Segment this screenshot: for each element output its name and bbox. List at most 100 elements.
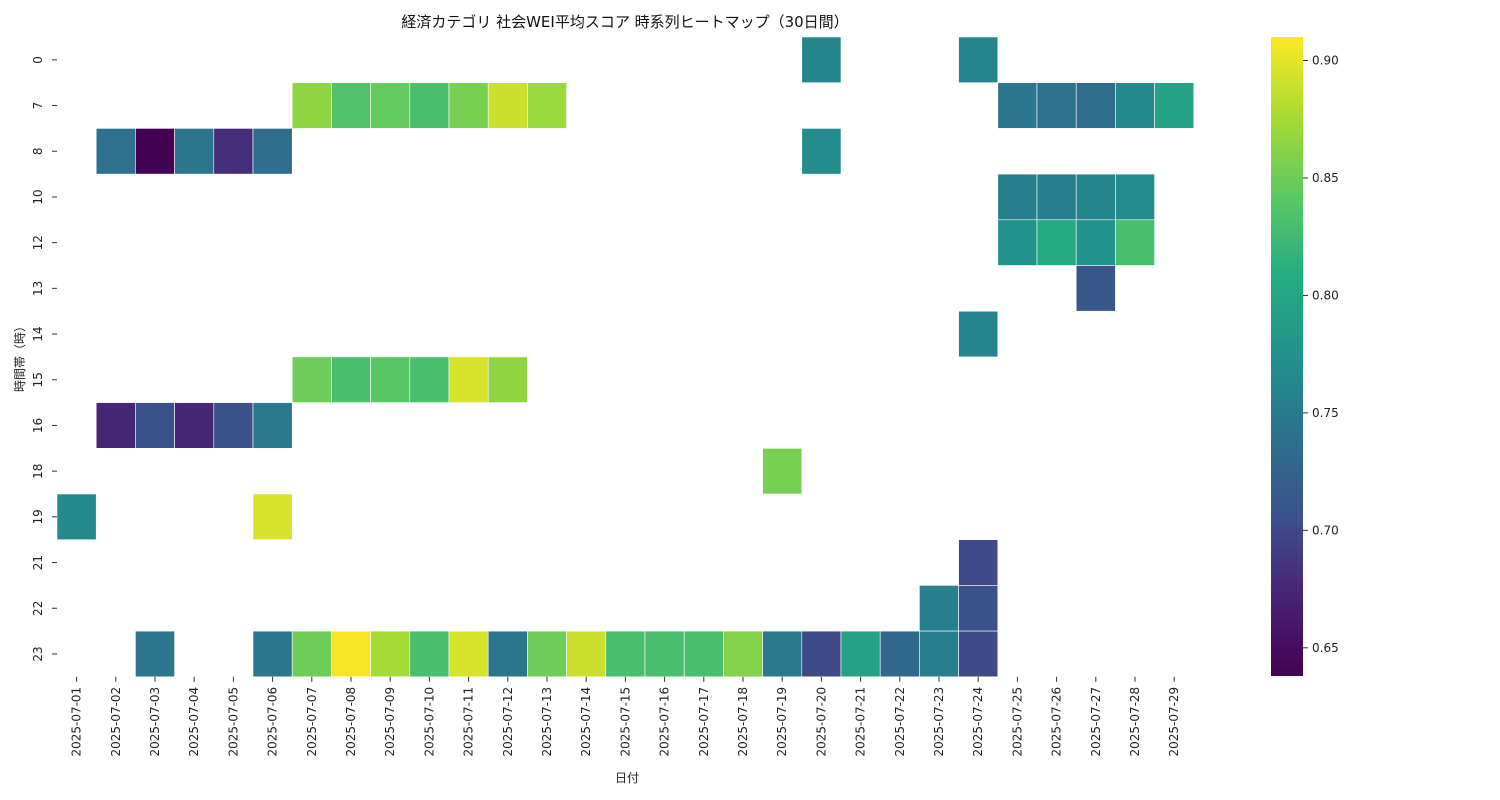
heatmap-cell xyxy=(997,219,1038,266)
colorbar-tick-label: 0.85 xyxy=(1312,171,1339,185)
heatmap-cell xyxy=(801,36,842,84)
heatmap-cell xyxy=(487,630,528,678)
heatmap-cell xyxy=(683,630,724,678)
heatmap-cell xyxy=(252,402,293,449)
x-tick-label: 2025-07-24 xyxy=(971,687,985,757)
heatmap-cell xyxy=(958,36,999,84)
y-tick-label: 13 xyxy=(31,281,45,296)
heatmap-cell xyxy=(331,82,371,129)
y-tick-label: 16 xyxy=(31,418,45,433)
x-tick-label: 2025-07-25 xyxy=(1010,687,1024,757)
y-tick-label: 15 xyxy=(31,372,45,387)
heatmap-cell xyxy=(409,356,450,403)
heatmap-cell xyxy=(370,82,411,129)
y-tick-label: 18 xyxy=(31,464,45,479)
heatmap-cell xyxy=(135,402,175,449)
x-tick-label: 2025-07-16 xyxy=(658,687,672,757)
heatmap-cell xyxy=(919,630,959,678)
heatmap-cell xyxy=(840,630,881,678)
heatmap-cell xyxy=(448,630,489,678)
colorbar: 0.65 0.70 0.75 0.80 0.85 0.90 xyxy=(1271,37,1339,676)
x-tick-label: 2025-07-29 xyxy=(1167,687,1181,757)
y-tick-label: 14 xyxy=(31,326,45,341)
heatmap-cell xyxy=(958,539,999,586)
y-tick-label: 7 xyxy=(31,102,45,110)
heatmap-cell xyxy=(135,128,175,175)
x-axis-label: 日付 xyxy=(615,771,639,785)
heatmap-cell xyxy=(291,630,332,678)
x-tick-label: 2025-07-10 xyxy=(422,687,436,757)
heatmap-cell xyxy=(566,630,607,678)
heatmap-cell xyxy=(291,356,332,403)
heatmap-cell xyxy=(409,82,450,129)
heatmap-cell xyxy=(958,630,999,678)
heatmap-cell xyxy=(135,630,175,678)
heatmap-cell xyxy=(370,630,411,678)
heatmap-cell xyxy=(95,402,136,449)
x-tick-label: 2025-07-12 xyxy=(501,687,515,757)
heatmap-cell xyxy=(487,82,528,129)
heatmap-cell xyxy=(174,128,215,175)
colorbar-tick-label: 0.70 xyxy=(1312,523,1339,537)
heatmap-cell xyxy=(1115,173,1155,221)
heatmap-cell xyxy=(958,585,999,632)
y-tick-label: 21 xyxy=(31,555,45,570)
heatmap-cell xyxy=(801,630,842,678)
y-tick-label: 10 xyxy=(31,189,45,204)
heatmap-cell xyxy=(723,630,763,678)
colorbar-tick-label: 0.65 xyxy=(1312,641,1339,655)
y-axis-ticks: 0 7 8 10 12 13 14 15 16 18 19 21 22 23 xyxy=(31,56,57,662)
heatmap-cell xyxy=(1075,265,1116,312)
heatmap-cells xyxy=(56,36,1195,678)
x-tick-label: 2025-07-06 xyxy=(266,687,280,757)
x-tick-label: 2025-07-08 xyxy=(344,687,358,757)
x-tick-label: 2025-07-01 xyxy=(70,687,84,757)
x-tick-label: 2025-07-02 xyxy=(109,687,123,757)
heatmap-cell xyxy=(1075,173,1116,221)
heatmap-cell xyxy=(409,630,450,678)
heatmap-cell xyxy=(252,128,293,175)
heatmap-cell xyxy=(213,402,254,449)
heatmap-cell xyxy=(801,128,842,175)
heatmap-cell xyxy=(1075,219,1116,266)
x-tick-label: 2025-07-19 xyxy=(775,687,789,757)
heatmap-cell xyxy=(997,173,1038,221)
x-tick-label: 2025-07-26 xyxy=(1050,687,1064,757)
heatmap-cell xyxy=(1036,219,1077,266)
heatmap-cell xyxy=(1075,82,1116,129)
x-tick-label: 2025-07-27 xyxy=(1089,687,1103,757)
heatmap-cell xyxy=(252,493,293,541)
x-tick-label: 2025-07-21 xyxy=(854,687,868,757)
x-tick-label: 2025-07-17 xyxy=(697,687,711,757)
heatmap-cell xyxy=(331,630,371,678)
colorbar-tick-label: 0.75 xyxy=(1312,406,1339,420)
heatmap-cell xyxy=(958,310,999,358)
x-tick-label: 2025-07-07 xyxy=(305,687,319,757)
x-tick-label: 2025-07-09 xyxy=(383,687,397,757)
y-tick-label: 8 xyxy=(31,147,45,155)
y-tick-label: 19 xyxy=(31,509,45,524)
heatmap-cell xyxy=(879,630,920,678)
x-tick-label: 2025-07-05 xyxy=(226,687,240,757)
y-axis-label: 時間帯（時） xyxy=(13,320,27,392)
heatmap-cell xyxy=(605,630,646,678)
x-tick-label: 2025-07-23 xyxy=(932,687,946,757)
heatmap-cell xyxy=(213,128,254,175)
heatmap-cell xyxy=(644,630,685,678)
heatmap-cell xyxy=(252,630,293,678)
heatmap-cell xyxy=(291,82,332,129)
x-axis-ticks: 2025-07-01 2025-07-02 2025-07-03 2025-07-04… xyxy=(70,676,1181,757)
heatmap-cell xyxy=(487,356,528,403)
heatmap-cell xyxy=(527,630,567,678)
y-tick-label: 22 xyxy=(31,601,45,616)
heatmap-cell xyxy=(331,356,371,403)
chart-title: 経済カテゴリ 社会WEI平均スコア 時系列ヒートマップ（30日間） xyxy=(401,13,848,31)
heatmap-cell xyxy=(95,128,136,175)
heatmap-cell xyxy=(997,82,1038,129)
heatmap-cell xyxy=(762,447,803,495)
heatmap-cell xyxy=(919,585,959,632)
x-tick-label: 2025-07-28 xyxy=(1128,687,1142,757)
heatmap-cell xyxy=(56,493,97,541)
colorbar-gradient xyxy=(1271,37,1303,676)
